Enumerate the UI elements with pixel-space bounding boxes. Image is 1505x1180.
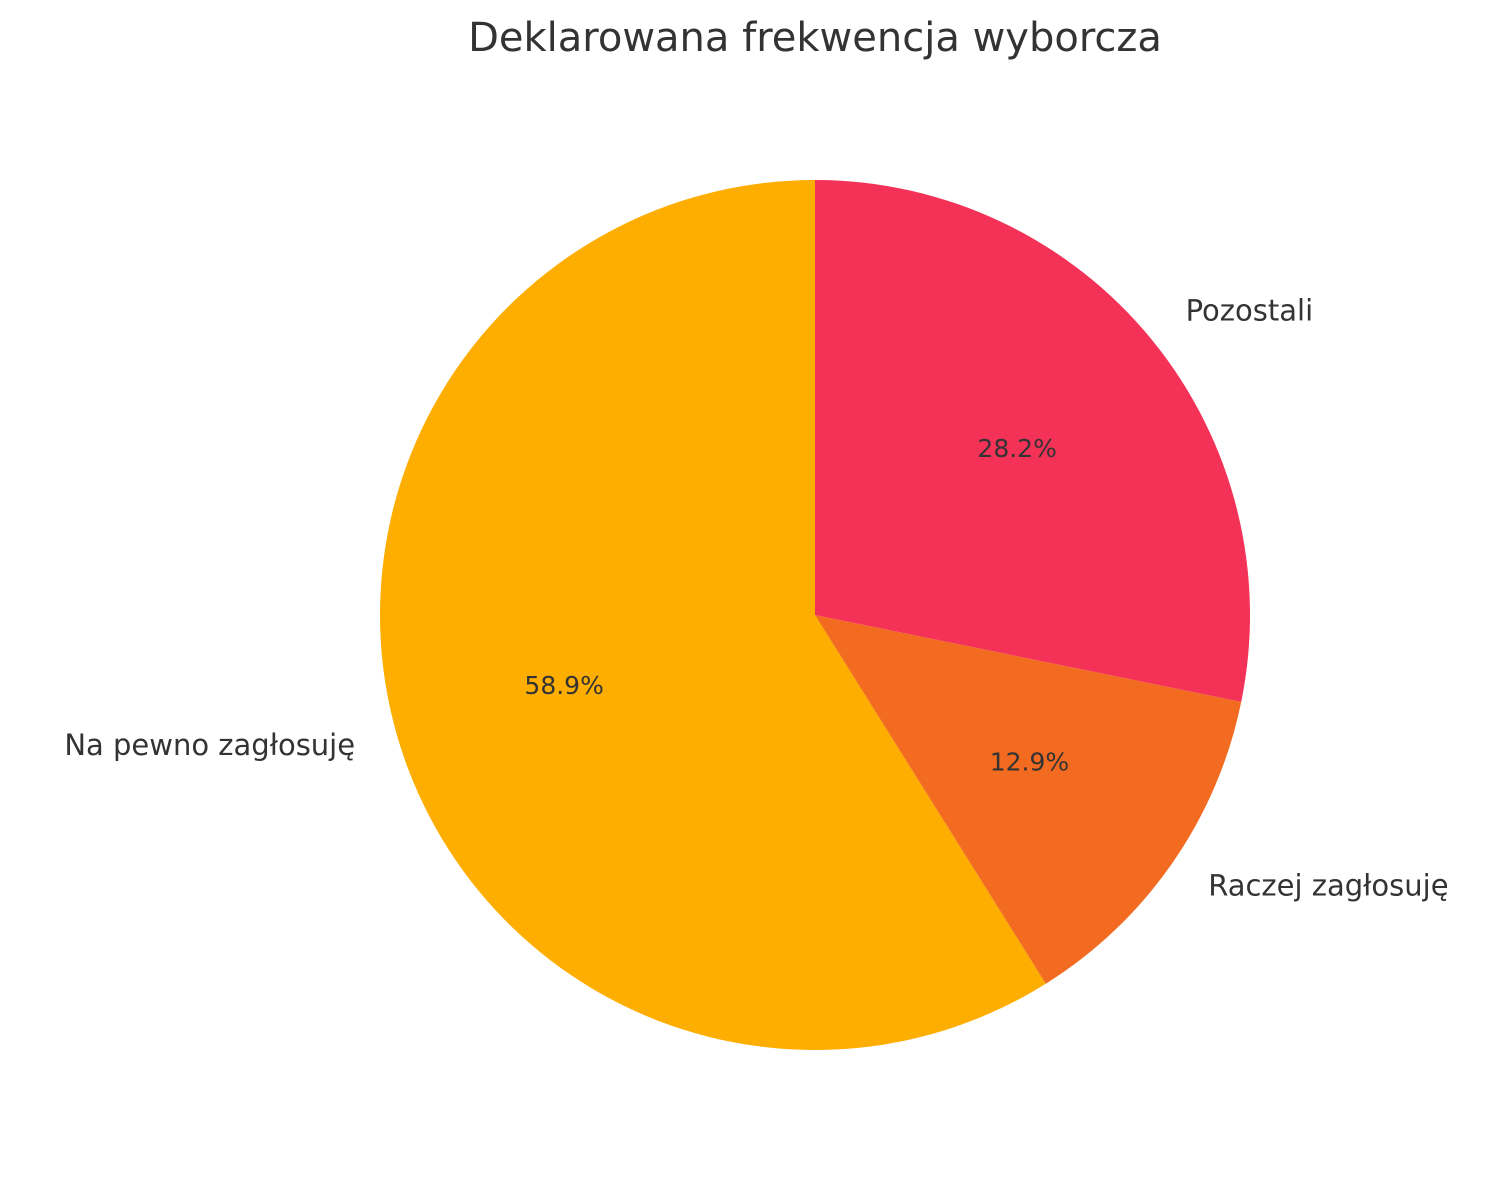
slice-label: Na pewno zagłosuję: [64, 728, 355, 762]
chart-title: Deklarowana frekwencja wyborcza: [468, 15, 1162, 61]
value-label: 12.9%: [990, 748, 1069, 777]
pie-slice: [379, 180, 1046, 1051]
pie-slice: [815, 180, 1250, 702]
value-label: 58.9%: [524, 671, 603, 700]
slice-label: Raczej zagłosuję: [1208, 869, 1448, 903]
slice-label: Pozostali: [1186, 293, 1314, 327]
value-label: 28.2%: [977, 434, 1056, 463]
pie-slice: [815, 615, 1242, 984]
